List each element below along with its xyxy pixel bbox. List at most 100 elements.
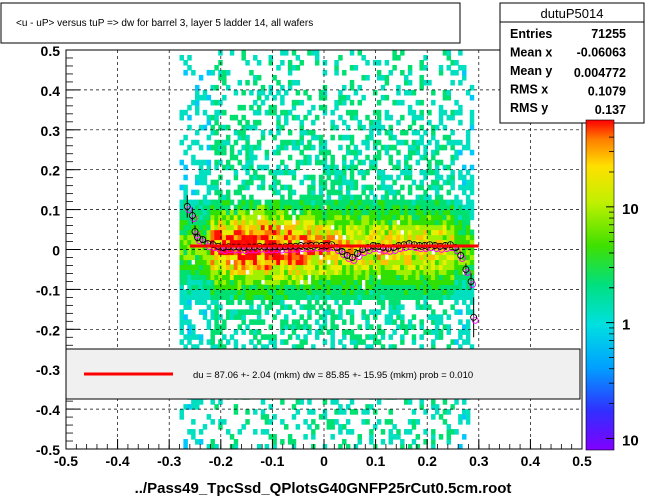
heatmap-cell (291, 204, 297, 211)
heatmap-cell (264, 259, 270, 266)
heatmap-cell (400, 69, 405, 76)
heatmap-cell (179, 204, 184, 211)
heatmap-cell (191, 139, 196, 146)
heatmap-cell (187, 229, 192, 236)
heatmap-cell (303, 294, 308, 300)
heatmap-cell (287, 199, 293, 206)
heatmap-cell (318, 174, 324, 181)
heatmap-cell (287, 59, 293, 66)
heatmap-cell (353, 199, 359, 206)
heatmap-cell (353, 284, 359, 290)
heatmap-cell (415, 204, 421, 211)
heatmap-cell (284, 294, 289, 300)
heatmap-cell (206, 214, 212, 221)
heatmap-cell (280, 399, 285, 405)
heatmap-cell (411, 209, 417, 216)
heatmap-cell (388, 184, 393, 191)
heatmap-cell (434, 169, 440, 176)
heatmap-cell (349, 429, 355, 435)
heatmap-cell (423, 429, 428, 435)
heatmap-cell (214, 309, 219, 315)
heatmap-cell (276, 124, 281, 131)
heatmap-cell (431, 339, 436, 345)
heatmap-cell (179, 319, 184, 325)
heatmap-cell (345, 254, 351, 261)
heatmap-cell (191, 274, 196, 281)
heatmap-cell (403, 169, 409, 176)
heatmap-cell (233, 404, 239, 410)
heatmap-cell (373, 159, 378, 166)
heatmap-cell (314, 279, 320, 286)
heatmap-cell (469, 114, 475, 121)
heatmap-cell (253, 154, 258, 161)
heatmap-cell (384, 259, 390, 266)
heatmap-cell (183, 164, 188, 171)
heatmap-cell (361, 234, 366, 241)
heatmap-cell (427, 194, 432, 201)
heatmap-cell (380, 344, 386, 350)
heatmap-cell (218, 194, 223, 201)
heatmap-cell (388, 254, 393, 261)
heatmap-cell (396, 324, 401, 330)
heatmap-cell (349, 284, 355, 290)
heatmap-cell (411, 214, 417, 221)
heatmap-cell (450, 219, 455, 226)
heatmap-cell (349, 279, 355, 286)
heatmap-cell (365, 419, 370, 425)
heatmap-cell (369, 234, 374, 241)
heatmap-cell (245, 154, 250, 161)
heatmap-cell (191, 69, 196, 76)
heatmap-cell (222, 284, 227, 290)
heatmap-cell (307, 204, 312, 211)
heatmap-cell (434, 404, 440, 410)
heatmap-cell (446, 324, 452, 330)
heatmap-cell (407, 264, 413, 271)
heatmap-cell (276, 129, 281, 136)
heatmap-cell (407, 319, 413, 325)
heatmap-cell (295, 64, 301, 71)
heatmap-cell (260, 414, 266, 420)
heatmap-cell (423, 409, 428, 415)
heatmap-cell (214, 274, 219, 281)
heatmap-cell (380, 429, 386, 435)
heatmap-cell (179, 54, 184, 61)
heatmap-cell (388, 429, 393, 435)
heatmap-cell (187, 334, 192, 340)
heatmap-cell (431, 129, 436, 136)
heatmap-cell (198, 144, 204, 151)
heatmap-cell (314, 159, 320, 166)
heatmap-cell (264, 274, 270, 281)
heatmap-cell (256, 139, 262, 146)
heatmap-cell (249, 214, 254, 221)
heatmap-cell (268, 284, 273, 290)
y-tick-label: 0.1 (41, 203, 61, 219)
heatmap-cell (373, 214, 378, 221)
heatmap-cell (314, 134, 320, 141)
heatmap-cell (253, 344, 258, 350)
heatmap-cell (462, 179, 467, 186)
heatmap-cell (183, 219, 188, 226)
heatmap-cell (415, 259, 421, 266)
heatmap-cell (218, 344, 223, 350)
heatmap-cell (311, 234, 316, 241)
heatmap-cell (241, 54, 246, 61)
heatmap-cell (469, 274, 475, 281)
heatmap-cell (195, 214, 200, 221)
heatmap-cell (415, 289, 421, 295)
heatmap-cell (446, 204, 452, 211)
heatmap-cell (225, 204, 231, 211)
heatmap-cell (338, 284, 343, 290)
heatmap-cell (210, 184, 215, 191)
heatmap-cell (202, 194, 208, 201)
heatmap-cell (202, 224, 208, 231)
heatmap-cell (342, 229, 347, 236)
heatmap-cell (241, 269, 246, 276)
heatmap-cell (345, 329, 351, 335)
heatmap-cell (241, 114, 246, 121)
heatmap-cells (179, 50, 475, 449)
heatmap-cell (206, 199, 212, 206)
heatmap-cell (260, 264, 266, 271)
heatmap-cell (198, 339, 204, 345)
heatmap-cell (388, 294, 393, 300)
heatmap-cell (423, 194, 428, 201)
